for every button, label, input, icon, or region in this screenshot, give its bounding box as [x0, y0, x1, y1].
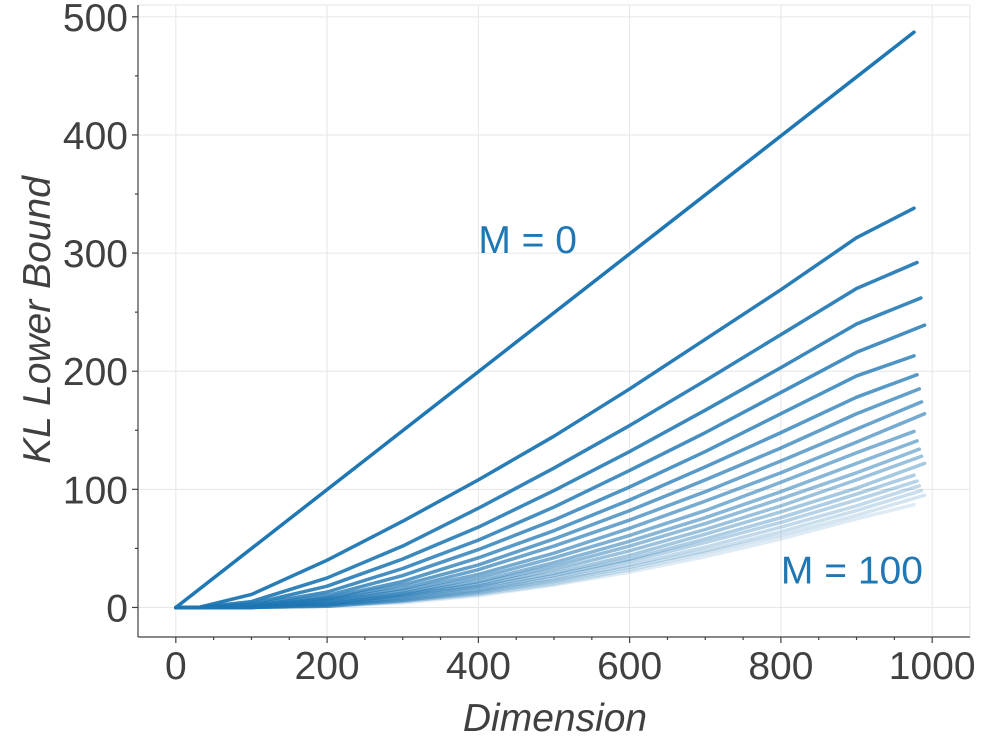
x-tick-label: 0 [165, 645, 187, 688]
series-line [174, 30, 916, 610]
y-axis-label: KL Lower Bound [16, 175, 59, 464]
x-tick-label: 200 [295, 645, 360, 688]
x-tick-label: 800 [748, 645, 813, 688]
series-line [174, 479, 919, 610]
y-tick-label: 0 [106, 587, 128, 630]
annotation-label: M = 0 [478, 219, 577, 262]
y-tick-label: 500 [63, 0, 128, 40]
x-tick-label: 1000 [889, 645, 976, 688]
y-tick-label: 200 [63, 351, 128, 394]
tick-labels: 0 200 400 600 800 1000 0 100 200 300 400 500 [63, 0, 976, 688]
series-line [174, 439, 919, 610]
x-tick-label: 400 [446, 645, 511, 688]
series-line [174, 488, 924, 610]
series-line [174, 206, 916, 610]
series-line [174, 260, 919, 610]
series-line [174, 493, 927, 610]
series-line [174, 473, 916, 610]
annotation-label: M = 100 [781, 550, 923, 593]
series-line [174, 454, 924, 610]
x-axis-label: Dimension [463, 697, 647, 740]
series-line [174, 461, 927, 610]
y-tick-label: 400 [63, 115, 128, 158]
series-group [174, 30, 927, 610]
series-line [174, 447, 922, 610]
x-tick-label: 600 [597, 645, 662, 688]
series-line [174, 502, 916, 610]
grid [138, 4, 971, 637]
axes [132, 5, 970, 643]
y-tick-label: 100 [63, 469, 128, 512]
annotations: M = 0 M = 100 [478, 219, 923, 593]
y-tick-label: 300 [63, 233, 128, 276]
series-line [174, 484, 922, 610]
